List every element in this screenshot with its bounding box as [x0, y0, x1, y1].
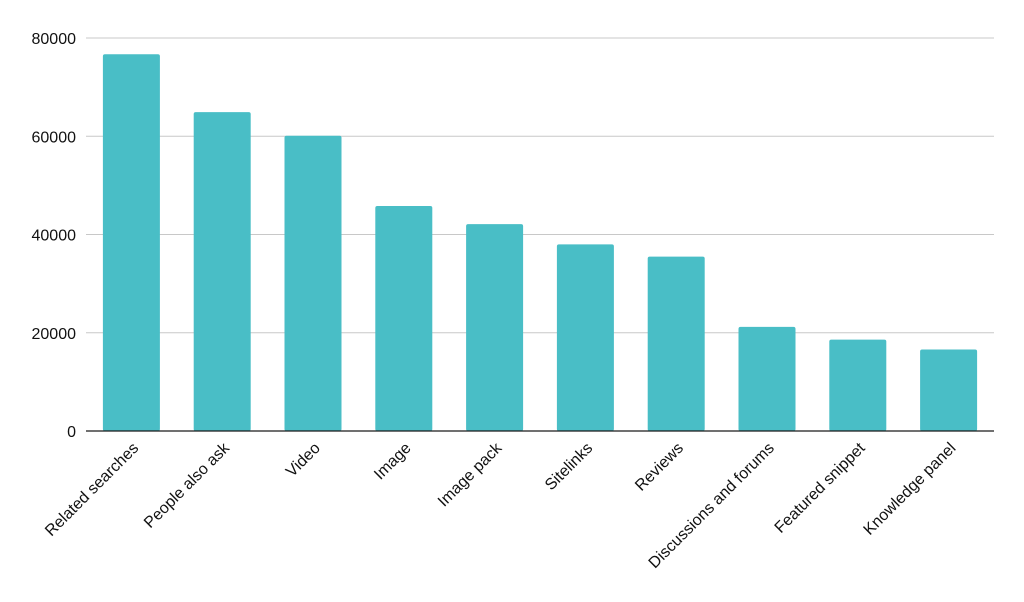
- x-tick-label-people-also-ask: People also ask: [141, 439, 234, 532]
- bar-related-searches: [102, 54, 160, 432]
- y-axis-tick-labels: 0 20000 40000 60000 80000: [32, 31, 77, 441]
- x-tick-label-related-searches: Related searches: [42, 440, 142, 540]
- x-tick-label-sitelinks: Sitelinks: [542, 440, 596, 494]
- y-tick-label-0: 0: [67, 424, 76, 441]
- bar-sitelinks: [556, 244, 614, 431]
- x-tick-label-image: Image: [371, 440, 415, 484]
- x-tick-label-featured-snippet: Featured snippet: [772, 439, 869, 536]
- y-tick-label-40000: 40000: [32, 228, 77, 245]
- y-tick-label-60000: 60000: [32, 129, 77, 146]
- x-tick-label-reviews: Reviews: [632, 440, 687, 495]
- y-tick-label-80000: 80000: [32, 31, 77, 48]
- bar-image-pack: [466, 224, 524, 431]
- y-tick-label-20000: 20000: [32, 326, 77, 343]
- x-tick-label-video: Video: [283, 440, 324, 481]
- bar-video: [284, 135, 342, 431]
- bar-discussions-and-forums: [738, 326, 796, 431]
- x-tick-label-knowledge-panel: Knowledge panel: [861, 440, 960, 539]
- x-tick-label-image-pack: Image pack: [435, 439, 506, 510]
- bar-featured-snippet: [829, 339, 887, 431]
- bar-reviews: [647, 256, 705, 431]
- bars: [102, 54, 978, 432]
- bar-people-also-ask: [193, 112, 251, 432]
- bar-knowledge-panel: [920, 349, 978, 431]
- bar-image: [375, 206, 433, 431]
